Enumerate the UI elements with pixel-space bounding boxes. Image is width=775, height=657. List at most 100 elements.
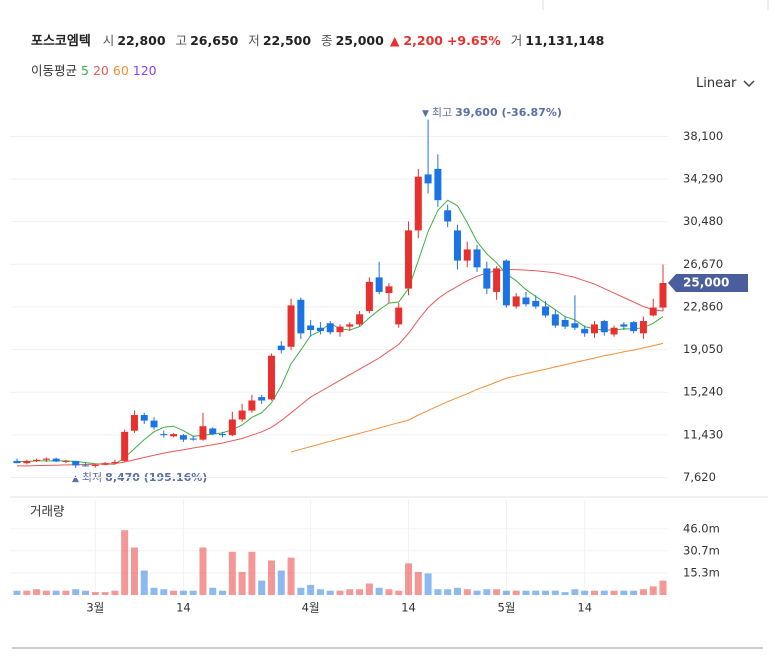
- candle-body: [72, 460, 80, 466]
- candle-body: [121, 431, 129, 461]
- candle-body: [405, 230, 413, 289]
- volume-bar: [130, 547, 138, 595]
- ma-legend-item[interactable]: 20: [92, 63, 109, 78]
- candle-body: [649, 307, 657, 316]
- volume-bar: [385, 589, 393, 595]
- candle-body: [219, 434, 227, 436]
- candle-body: [346, 324, 354, 327]
- volume-bar: [307, 584, 315, 595]
- volume-bar: [375, 587, 383, 595]
- volume-bar: [512, 590, 520, 595]
- volume-bar: [405, 563, 413, 595]
- scale-dropdown[interactable]: Linear: [696, 76, 755, 91]
- volume-bar: [42, 590, 50, 595]
- volume-bar: [493, 589, 501, 595]
- candle-body: [395, 307, 403, 325]
- candle-body: [170, 434, 178, 437]
- ma-legend: 이동평균 5 20 60 120: [31, 60, 157, 79]
- volume-bar: [639, 589, 647, 595]
- volume-bar: [287, 557, 295, 595]
- candle-body: [639, 321, 647, 334]
- candle-body: [13, 460, 21, 464]
- low-label: 최저: [82, 471, 102, 484]
- volume-bar: [551, 590, 559, 595]
- volume-bar: [13, 590, 21, 595]
- candle-body: [248, 400, 256, 411]
- candle-body: [150, 420, 158, 428]
- volume-bar: [33, 589, 41, 595]
- quote-header: 포스코엠텍 시 22,800 고 26,650 저 22,500 종 25,000 ▲ 2…: [31, 30, 610, 49]
- volume-bar: [649, 586, 657, 595]
- ma-legend-item[interactable]: 60: [112, 63, 129, 78]
- candle-body: [277, 345, 285, 351]
- volume-bar: [160, 589, 168, 595]
- volume-bar: [170, 590, 178, 595]
- volume-bar: [62, 590, 70, 595]
- field-value: 25,000: [335, 33, 384, 48]
- scale-mode[interactable]: Linear: [696, 76, 737, 91]
- candle-body: [91, 464, 99, 466]
- candle-body: [160, 434, 168, 436]
- field-value: 22,500: [262, 33, 312, 48]
- candle-body: [659, 282, 667, 308]
- volume-bar: [219, 590, 227, 595]
- volume-bar: [91, 592, 99, 595]
- candle-body: [453, 230, 461, 261]
- candle-body: [424, 174, 432, 184]
- volume-tick-label: 46.0m: [683, 521, 720, 535]
- volume-bar: [101, 592, 109, 595]
- high-note: ▼ 최고 39,600 (-36.87%): [422, 106, 562, 119]
- volume-bar: [111, 590, 119, 595]
- candle-body: [590, 324, 598, 334]
- candle-body: [581, 328, 589, 334]
- ma-items: 5 20 60 120: [77, 63, 157, 78]
- candle-body: [111, 462, 119, 464]
- volume-bar: [23, 590, 31, 595]
- ma-legend-item[interactable]: 120: [132, 63, 157, 78]
- volume-bar: [414, 571, 422, 595]
- volume-tick-label: 30.7m: [683, 543, 720, 557]
- y-tick-label: 15,240: [683, 385, 723, 399]
- volume-bar: [444, 589, 452, 595]
- x-tick-label: 4월: [302, 601, 320, 615]
- change-pct: +9.65%: [446, 33, 501, 48]
- volume-bar: [483, 589, 491, 595]
- volume-bar: [561, 592, 569, 595]
- candle-body: [336, 326, 344, 333]
- candle-body: [238, 410, 246, 420]
- field-label: 종: [321, 33, 333, 48]
- candle-body: [140, 415, 148, 421]
- volume-bar: [659, 580, 667, 595]
- y-tick-label: 19,050: [683, 342, 723, 356]
- x-tick-label: 14: [577, 601, 592, 615]
- price-tag-label: 25,000: [683, 275, 729, 289]
- volume-bar: [267, 560, 275, 595]
- candle-body: [307, 325, 315, 330]
- candle-body: [267, 355, 275, 400]
- volume-bar: [620, 590, 628, 595]
- field-label: 고: [175, 33, 188, 48]
- candle-body: [571, 323, 579, 328]
- volume-bar: [463, 589, 471, 595]
- candle-body: [326, 323, 334, 333]
- low-note: ▲ 최저 8,470 (195.16%): [72, 471, 207, 484]
- ma-legend-item[interactable]: 5: [81, 63, 89, 78]
- candle-body: [258, 397, 266, 401]
- low-marker: ▲: [72, 474, 79, 484]
- candle-body: [610, 327, 618, 335]
- candle-body: [42, 458, 50, 460]
- field-value: 22,800: [117, 33, 166, 48]
- chevron[interactable]: [743, 80, 755, 88]
- y-tick-label: 11,430: [683, 427, 723, 441]
- volume-bar: [473, 590, 481, 595]
- volume-bar: [277, 570, 285, 595]
- candle-body: [561, 319, 569, 327]
- volume-bar: [326, 590, 334, 595]
- volume-bar: [522, 590, 530, 595]
- high-marker: ▼: [422, 109, 429, 119]
- candle-body: [52, 458, 60, 462]
- y-tick-label: 26,670: [683, 257, 723, 271]
- candle-body: [209, 428, 217, 435]
